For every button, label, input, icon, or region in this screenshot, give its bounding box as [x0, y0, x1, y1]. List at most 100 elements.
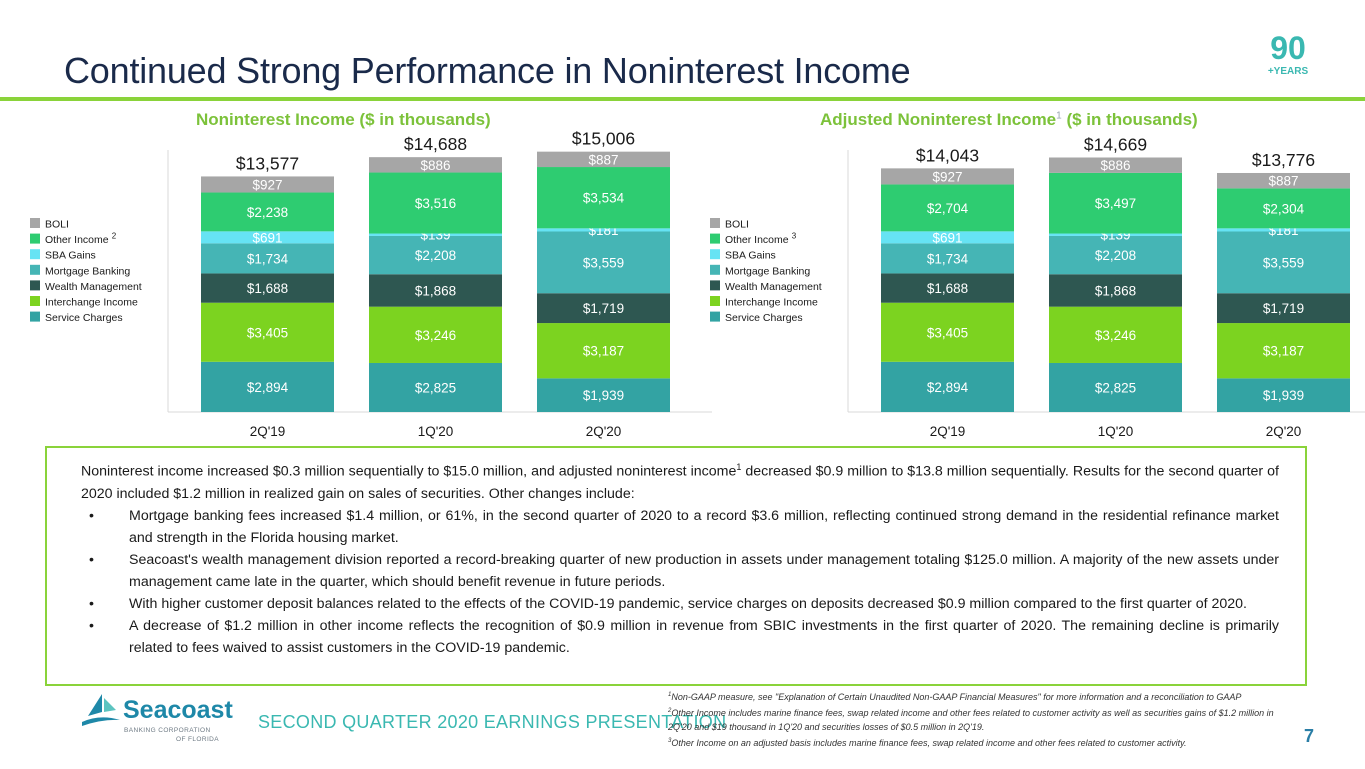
data-label: $3,534: [583, 191, 625, 206]
bar-segment-sba-gains: [369, 233, 502, 236]
footnote: 2Other Income includes marine finance fe…: [668, 708, 1274, 732]
bar-segment-wealth-management: [881, 273, 1014, 303]
presentation-label: SECOND QUARTER 2020 EARNINGS PRESENTATIO…: [258, 712, 727, 732]
bar-segment-other-income: [881, 184, 1014, 232]
legend-label: Mortgage Banking: [45, 265, 130, 277]
data-label: $2,894: [927, 380, 969, 395]
data-label: $3,187: [583, 344, 624, 359]
bar-segment-service-charges: [881, 361, 1014, 412]
legend-swatch: [710, 249, 720, 260]
bar-segment-boli: [1049, 157, 1182, 173]
bar-segment-wealth-management: [537, 293, 670, 324]
bar-segment-other-income: [537, 167, 670, 229]
data-label: $1,868: [415, 283, 456, 298]
data-label: $2,208: [1095, 248, 1136, 263]
bullet-item: • Mortgage banking fees increased $1.4 mi…: [89, 507, 1279, 546]
legend-swatch: [710, 280, 720, 291]
bar-segment-boli: [537, 151, 670, 168]
legend-label: SBA Gains: [45, 250, 96, 262]
chart-title-noninterest: Noninterest Income ($ in thousands): [196, 110, 491, 130]
data-label: $887: [1268, 174, 1298, 189]
commentary-box: Noninterest income increased $0.3 millio…: [45, 446, 1307, 686]
bar-segment-mortgage-banking: [1049, 235, 1182, 275]
data-label: $886: [420, 158, 450, 173]
legend-label: Other Income: [725, 234, 789, 246]
data-label: $3,559: [583, 255, 624, 270]
bar-segment-service-charges: [537, 378, 670, 412]
data-label: $3,497: [1095, 196, 1136, 211]
data-label: $1,939: [1263, 388, 1304, 403]
data-label: $2,825: [1095, 380, 1136, 395]
logo-subtitle: OF FLORIDA: [176, 736, 220, 743]
company-logo: Seacoast BANKING CORPORATION OF FLORIDA: [80, 690, 240, 750]
legend-label: Wealth Management: [45, 281, 142, 293]
title-divider: [0, 97, 1365, 101]
commentary-bullets: • Mortgage banking fees increased $1.4 mi…: [81, 505, 1279, 659]
data-label: $3,246: [1095, 328, 1136, 343]
bar-segment-service-charges: [369, 362, 502, 412]
category-label: 2Q'19: [930, 424, 966, 439]
bar-segment-boli: [881, 168, 1014, 185]
logo-subtitle: BANKING CORPORATION: [124, 727, 211, 734]
bar-segment-other-income: [1217, 188, 1350, 229]
bar-segment-wealth-management: [1049, 274, 1182, 307]
data-label: $2,208: [415, 248, 456, 263]
anniversary-badge: 90 +YEARS: [1262, 30, 1314, 78]
footnote-mark: 1: [1056, 110, 1062, 122]
footnote-mark: 1: [736, 462, 742, 472]
bar-segment-sba-gains: [201, 231, 334, 244]
legend-label: Interchange Income: [45, 297, 138, 309]
bullet-item: • Seacoast's wealth management division r…: [89, 551, 1279, 590]
bar-segment-wealth-management: [369, 274, 502, 307]
bar-segment-wealth-management: [1217, 293, 1350, 324]
data-label: $2,704: [927, 201, 969, 216]
data-label: $3,246: [415, 328, 456, 343]
bullet-item: • A decrease of $1.2 million in other inc…: [89, 617, 1279, 656]
page-number: 7: [1304, 726, 1315, 746]
legend-label: BOLI: [725, 219, 749, 231]
total-label: $13,776: [1252, 150, 1315, 170]
legend-swatch: [30, 311, 40, 322]
total-label: $14,688: [404, 134, 467, 154]
chart-title-text: Noninterest Income ($ in thousands): [196, 110, 491, 129]
chart-title-suffix: ($ in thousands): [1066, 110, 1198, 129]
bar-segment-mortgage-banking: [537, 231, 670, 294]
data-label: $691: [252, 230, 282, 245]
legend-label: Wealth Management: [725, 281, 822, 293]
data-label: $1,734: [247, 251, 289, 266]
legend-swatch: [30, 218, 40, 228]
data-label: $887: [588, 152, 618, 167]
legend-label: SBA Gains: [725, 250, 776, 262]
legend-footnote-mark: 2: [112, 232, 117, 241]
bar-segment-interchange-income: [1217, 323, 1350, 379]
legend-swatch: [30, 264, 40, 275]
bar-segment-interchange-income: [201, 302, 334, 362]
commentary-intro: Noninterest income increased $0.3 millio…: [81, 462, 1279, 502]
legend-swatch: [30, 249, 40, 260]
data-label: $2,304: [1263, 201, 1305, 216]
bar-segment-interchange-income: [369, 306, 502, 363]
bar-segment-mortgage-banking: [881, 243, 1014, 274]
bar-segment-mortgage-banking: [201, 243, 334, 274]
sail-icon: [82, 694, 120, 726]
bar-segment-interchange-income: [1049, 306, 1182, 363]
legend-swatch: [30, 233, 40, 244]
legend-swatch: [30, 296, 40, 306]
logo-wordmark: Seacoast: [123, 696, 233, 724]
legend-label: Service Charges: [725, 312, 803, 324]
bar-segment-mortgage-banking: [369, 235, 502, 275]
legend-label: BOLI: [45, 219, 69, 231]
noninterest-income-chart: $2,894 $3,405 $1,688 $1,734 $691 $2,238 $927 $1…: [30, 129, 712, 439]
category-label: 1Q'20: [1098, 424, 1134, 439]
legend-swatch: [710, 233, 720, 244]
data-label: $1,719: [1263, 301, 1304, 316]
data-label: $1,868: [1095, 283, 1136, 298]
footnote: 3Other Income on an adjusted basis inclu…: [668, 738, 1187, 748]
data-label: $691: [932, 230, 962, 245]
legend-swatch: [710, 311, 720, 322]
bar-segment-mortgage-banking: [1217, 231, 1350, 294]
category-label: 2Q'20: [586, 424, 622, 439]
category-label: 2Q'19: [250, 424, 286, 439]
total-label: $15,006: [572, 129, 635, 149]
bar-segment-sba-gains: [1049, 233, 1182, 236]
